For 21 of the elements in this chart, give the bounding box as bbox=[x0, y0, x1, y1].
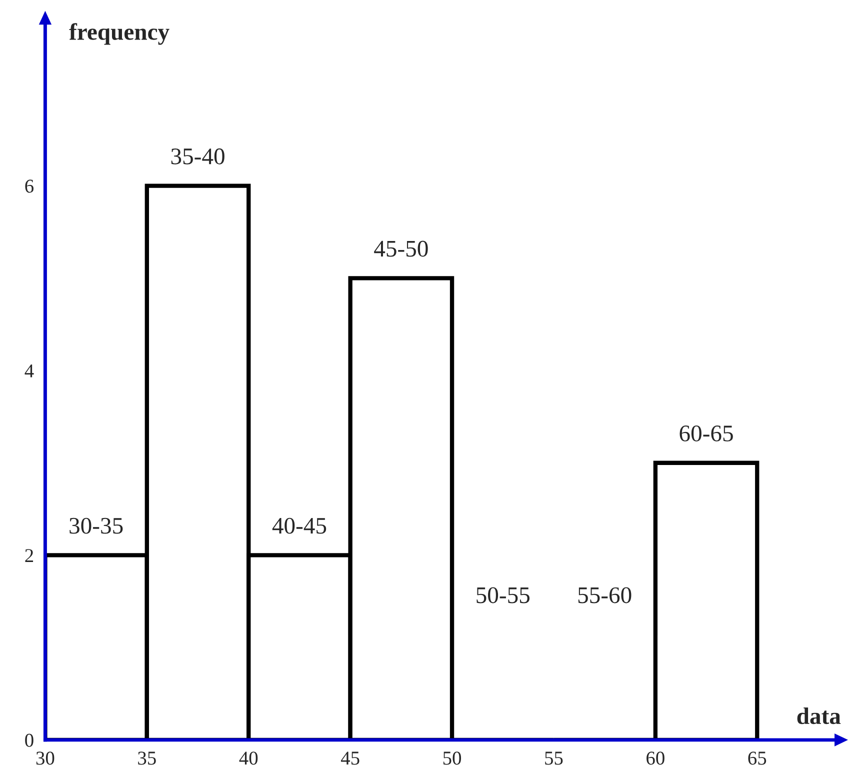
x-tick-label: 40 bbox=[239, 752, 258, 765]
annotation: 55-60 bbox=[578, 587, 632, 604]
annotation: 60-65 bbox=[680, 425, 733, 442]
x-tick-label: 35 bbox=[138, 752, 156, 765]
annotation: 50-55 bbox=[476, 587, 530, 604]
x-axis-title: data bbox=[797, 708, 841, 724]
annotation: 35-40 bbox=[171, 148, 224, 164]
x-tick-label: 50 bbox=[443, 752, 462, 765]
y-tick-label: 4 bbox=[24, 364, 34, 378]
x-tick-label: 30 bbox=[36, 752, 54, 765]
annotation: 40-45 bbox=[272, 518, 326, 534]
x-tick-label: 45 bbox=[340, 752, 360, 765]
x-tick-label: 55 bbox=[545, 752, 563, 765]
annotation: 30-35 bbox=[70, 518, 123, 534]
x-tick-label: 65 bbox=[748, 752, 766, 765]
x-tick-label: 60 bbox=[646, 752, 664, 765]
y-tick-label: 0 bbox=[25, 734, 34, 747]
annotation: 45-50 bbox=[374, 240, 428, 257]
y-axis-title: frequency bbox=[69, 23, 170, 45]
y-tick-label: 6 bbox=[25, 180, 34, 193]
y-tick-label: 2 bbox=[25, 549, 34, 562]
